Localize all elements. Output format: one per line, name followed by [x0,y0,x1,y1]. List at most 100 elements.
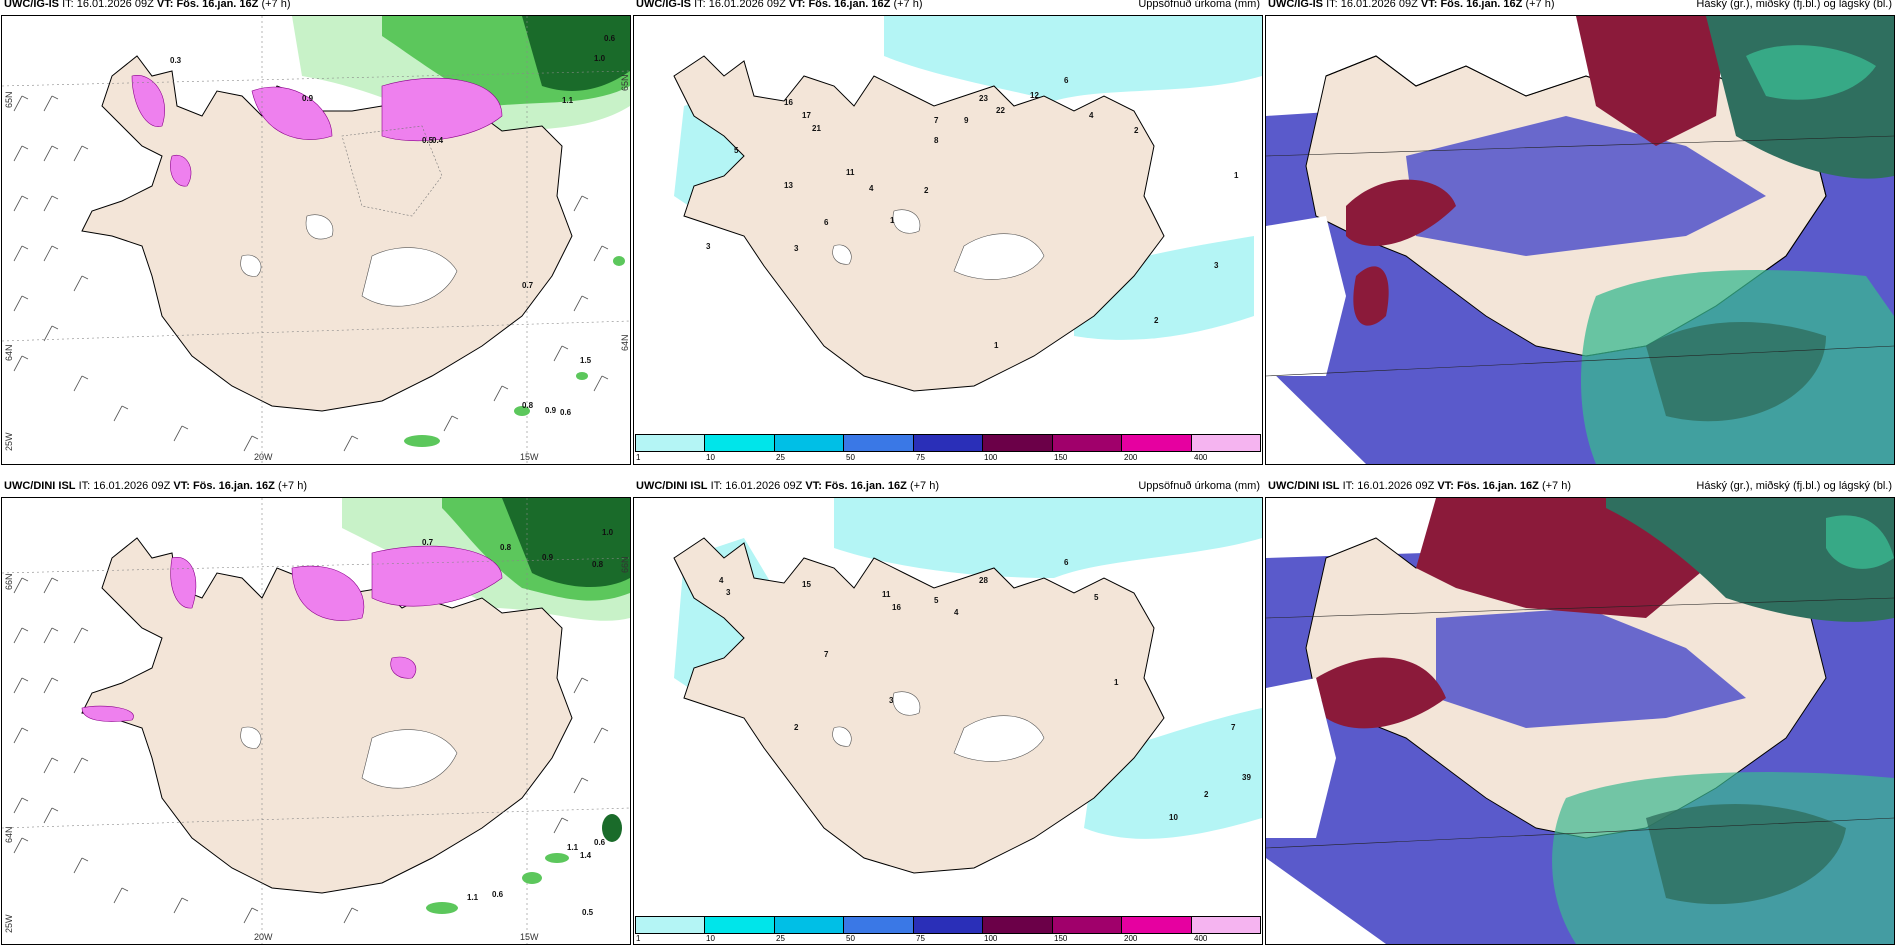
precip-value: 1 [890,216,895,225]
colorbar-seg [774,917,845,933]
colorbar-seg [705,435,775,451]
colorbar-tick: 150 [1054,453,1068,462]
cloud-value: 0.9 [302,94,314,103]
cloud-value: 0.7 [522,281,534,290]
panel-right-title: Uppsöfnuð úrkoma (mm) [1138,480,1260,492]
cloud-value: 0.4 [432,136,444,145]
cloud-value: 0.8 [522,401,534,410]
precip-value: 5 [734,146,739,155]
colorbar-tick: 1 [636,453,641,462]
cloud-value: 0.3 [170,56,182,65]
colorbar-tick: 25 [776,453,785,462]
precip-value: 7 [934,116,939,125]
wind-barbs [13,577,609,924]
precip-value: 39 [1242,773,1251,782]
panel-title: UWC/IG-IS IT: 16.01.2026 09Z VT: Fös. 16… [1268,0,1555,10]
precip-value: 16 [892,603,901,612]
map-canvas [2,16,630,464]
map-canvas [634,498,1262,908]
lon-label: 20W [254,452,273,462]
colorbar-tick: 100 [984,453,998,462]
colorbar-seg [913,435,984,451]
lat-label: 66N [620,556,630,573]
colorbar-seg [1122,917,1192,933]
precip-value: 16 [784,98,793,107]
precip-value: 3 [726,588,731,597]
precip-value: 11 [846,168,855,177]
cloud-value: 0.9 [542,553,554,562]
precip-value: 1 [1114,678,1119,687]
precip-value: 1 [1234,171,1239,180]
map-canvas [1266,498,1894,944]
lat-label: 64N [4,344,14,361]
high-cloud-red [1416,498,1706,618]
panel-right-title: Uppsöfnuð úrkoma (mm) [1138,0,1260,10]
precip-green-dark [502,498,630,588]
colorbar-seg [1052,917,1123,933]
colorbar-seg [636,917,706,933]
precip-value: 4 [1089,111,1094,120]
precip-value: 3 [794,244,799,253]
cloud-value: 1.1 [467,893,479,902]
cloud-value: 1.1 [562,96,574,105]
precip-value: 8 [934,136,939,145]
precip-cyan-area [884,16,1262,101]
panel-title: UWC/IG-IS IT: 16.01.2026 09Z VT: Fös. 16… [636,0,923,10]
cloud-value: 0.6 [604,34,616,43]
colorbar-tick: 50 [846,453,855,462]
precip-value: 3 [1214,261,1219,270]
panel-top-left-wind-precip: UWC/IG-IS IT: 16.01.2026 09Z VT: Fös. 16… [1,0,631,465]
lat-label: 65N [620,74,630,91]
precip-value: 6 [1064,558,1069,567]
colorbar-tick: 10 [706,453,715,462]
lon-label: 20W [254,932,273,942]
cloud-value: 0.7 [422,538,434,547]
precip-value: 2 [1134,126,1139,135]
precip-value: 15 [802,580,811,589]
precip-cyan-area [834,498,1262,578]
cloud-value: 0.6 [492,890,504,899]
precip-value: 6 [1064,76,1069,85]
colorbar [635,434,1261,452]
colorbar-seg [1122,435,1192,451]
panel-bottom-left-wind-precip: UWC/DINI ISL IT: 16.01.2026 09Z VT: Fös.… [1,480,631,945]
mid-cloud-green [1606,498,1894,622]
map-canvas [2,498,630,944]
precip-value: 12 [1030,91,1039,100]
cloud-value: 1.5 [580,356,592,365]
lat-label: 65N [4,91,14,108]
precip-value: 23 [979,94,988,103]
panel-bottom-right-clouds: UWC/DINI ISL IT: 16.01.2026 09Z VT: Fös.… [1265,480,1895,945]
precip-value: 2 [1204,790,1209,799]
lat-label: 66N [4,573,14,590]
precip-value: 22 [996,106,1005,115]
colorbar-tick: 75 [916,934,925,943]
map-canvas [634,16,1262,426]
precip-value: 21 [812,124,821,133]
colorbar-seg [983,917,1053,933]
panel-title: UWC/DINI ISL IT: 16.01.2026 09Z VT: Fös.… [1268,480,1571,492]
cloud-value: 0.6 [594,838,606,847]
cloud-value: 0.8 [500,543,512,552]
colorbar-tick: 75 [916,453,925,462]
colorbar-seg [844,917,914,933]
precip-value: 7 [1231,723,1236,732]
precip-value: 2 [924,186,929,195]
colorbar-seg [913,917,984,933]
iceland-land [81,537,573,894]
colorbar-seg [844,435,914,451]
wind-barbs [13,95,609,452]
panel-right-title: Háský (gr.), miðský (fj.bl.) og lágský (… [1696,0,1892,10]
precip-value: 3 [889,696,894,705]
high-cloud-red [1576,16,1726,146]
colorbar-seg [983,435,1053,451]
colorbar-seg [1191,917,1260,933]
precip-value: 1 [994,341,999,350]
precip-green-dark [522,16,630,91]
cloud-value: 0.5 [422,136,434,145]
cloud-value: 1.0 [594,54,606,63]
colorbar-seg [774,435,845,451]
cloud-value: 0.6 [560,408,572,417]
snow-patch [170,557,197,609]
precip-value: 13 [784,181,793,190]
